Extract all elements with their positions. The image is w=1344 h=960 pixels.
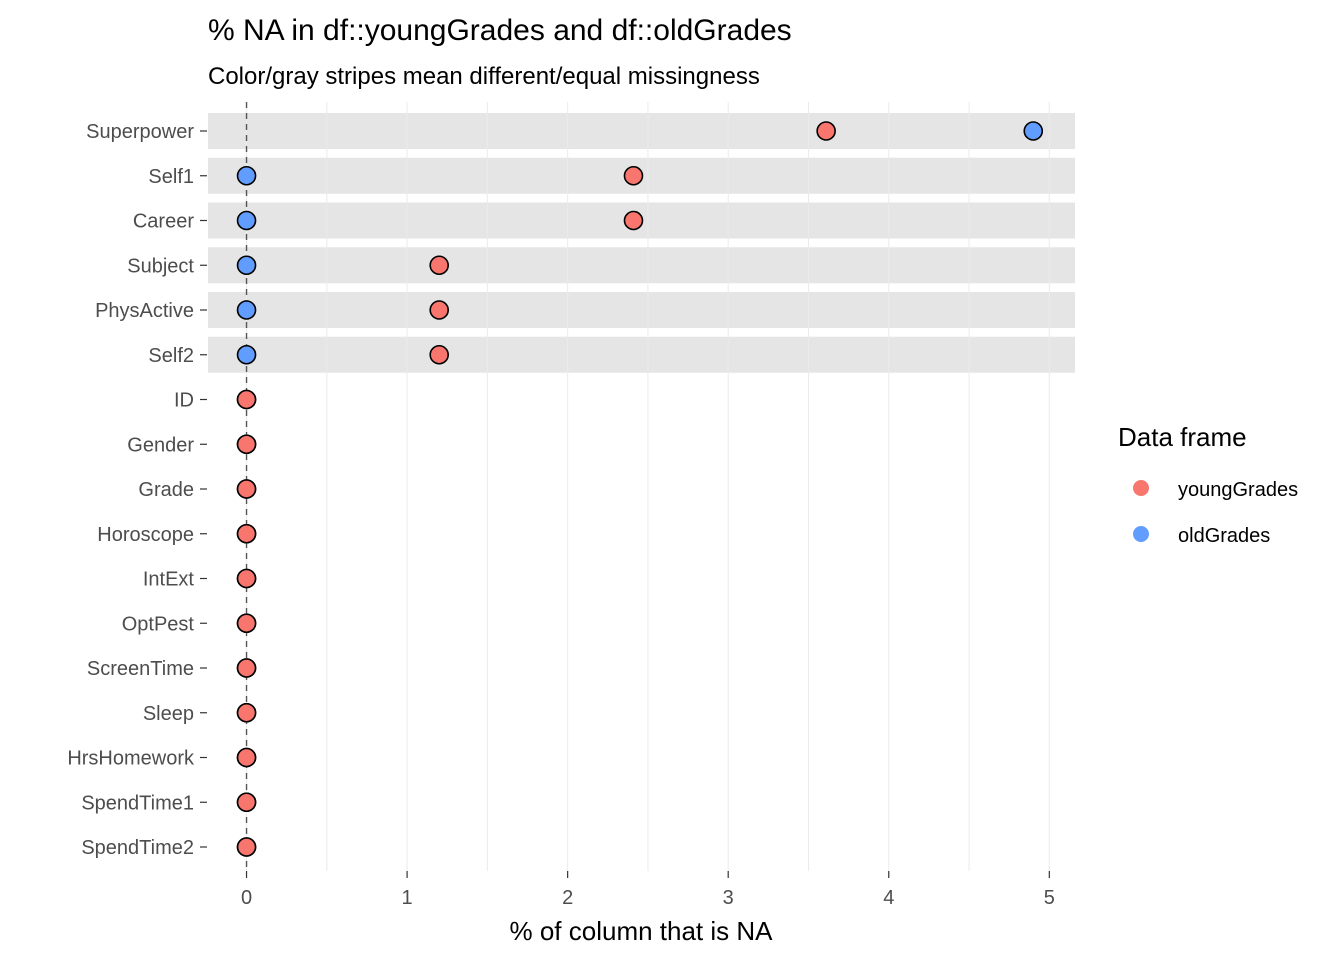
point-youngGrades-IntExt (236, 568, 257, 589)
y-tick-label: Career (133, 211, 194, 233)
point-youngGrades-Superpower (816, 121, 836, 141)
x-tick-label: 1 (402, 887, 413, 909)
y-tick-label: Self2 (148, 345, 194, 367)
y-tick-label: SpendTime1 (81, 792, 194, 814)
legend: Data frame youngGrades oldGrades (1118, 422, 1298, 547)
points-layer (236, 121, 1044, 857)
grid-layer (246, 102, 1050, 871)
point-youngGrades-Sleep (236, 702, 257, 723)
point-youngGrades-Self1 (623, 165, 644, 186)
point-oldGrades-PhysActive (236, 300, 257, 320)
y-tick-label: Sleep (143, 703, 194, 725)
x-tick-label: 3 (723, 887, 734, 909)
point-youngGrades-Self2 (429, 344, 450, 365)
y-tick-label: Superpower (86, 121, 194, 143)
y-tick-label: ScreenTime (87, 658, 194, 680)
point-youngGrades-Gender (236, 434, 257, 455)
y-axis: Superpower Self1 Career Subject PhysActive Se… (67, 121, 207, 859)
y-tick-label: ID (174, 390, 194, 412)
point-youngGrades-PhysActive (429, 300, 450, 320)
point-oldGrades-Self2 (236, 344, 257, 365)
stripe-Subject (208, 247, 1075, 284)
x-tick-label: 5 (1044, 887, 1055, 909)
point-youngGrades-OptPest (236, 613, 257, 634)
point-oldGrades-Superpower (1023, 121, 1044, 141)
x-axis: 0 1 2 3 4 5 (241, 871, 1055, 909)
y-tick-label: Subject (127, 255, 194, 277)
legend-label-youngGrades: youngGrades (1178, 479, 1298, 501)
point-youngGrades-Grade (236, 479, 257, 499)
x-tick-label: 0 (241, 887, 252, 909)
legend-key-youngGrades (1133, 480, 1149, 496)
x-tick-label: 2 (562, 887, 573, 909)
y-tick-label: PhysActive (95, 300, 194, 322)
y-tick-label: Self1 (148, 166, 194, 188)
stripe-PhysActive (208, 292, 1075, 328)
point-youngGrades-Subject (429, 255, 450, 276)
point-youngGrades-ID (236, 389, 257, 410)
legend-label-oldGrades: oldGrades (1178, 525, 1270, 547)
y-tick-label: IntExt (143, 569, 195, 591)
point-oldGrades-Self1 (236, 165, 257, 186)
stripe-layer (208, 113, 1075, 373)
legend-key-oldGrades (1133, 526, 1149, 542)
point-oldGrades-Subject (236, 255, 257, 276)
x-tick-label: 4 (883, 887, 894, 909)
point-youngGrades-Horoscope (236, 523, 257, 544)
y-tick-label: Gender (127, 434, 194, 456)
point-youngGrades-SpendTime1 (236, 792, 257, 813)
point-oldGrades-Career (236, 210, 257, 231)
stripe-Superpower (208, 113, 1075, 149)
legend-title: Data frame (1118, 422, 1247, 452)
point-youngGrades-HrsHomework (236, 747, 257, 768)
chart-title: % NA in df::youngGrades and df::oldGrade… (208, 14, 792, 47)
y-tick-label: HrsHomework (67, 748, 195, 770)
stripe-Self2 (208, 336, 1075, 373)
y-tick-label: Grade (138, 479, 194, 501)
y-tick-label: Horoscope (97, 524, 194, 546)
x-axis-label: % of column that is NA (510, 916, 774, 946)
point-youngGrades-Career (623, 210, 644, 231)
y-tick-label: OptPest (122, 613, 195, 635)
chart-subtitle: Color/gray stripes mean different/equal … (208, 63, 760, 90)
y-tick-label: SpendTime2 (81, 837, 194, 859)
point-youngGrades-ScreenTime (236, 658, 257, 678)
point-youngGrades-SpendTime2 (236, 837, 257, 857)
